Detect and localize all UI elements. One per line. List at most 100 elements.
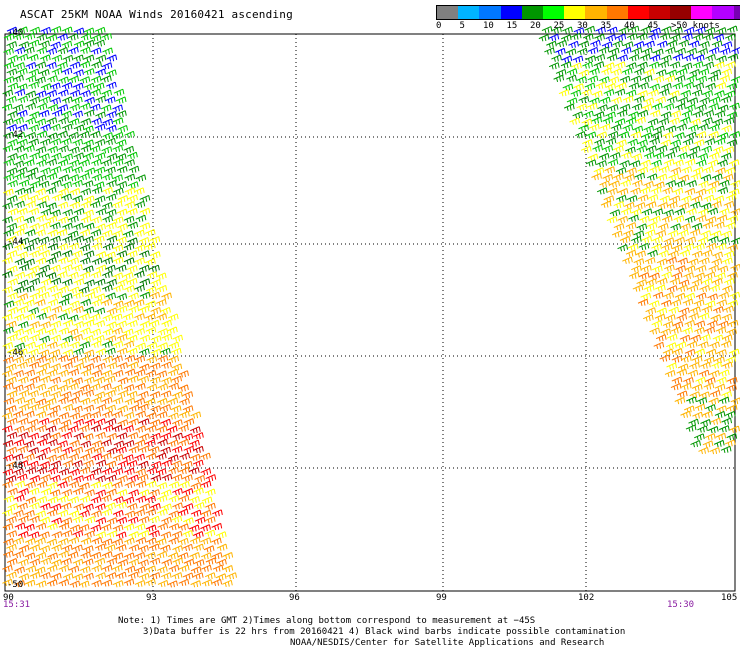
wind-barb [6, 543, 17, 552]
wind-barb [705, 404, 716, 412]
wind-barb [705, 186, 717, 194]
wind-barb [57, 159, 69, 167]
wind-barb [671, 326, 682, 334]
wind-barb [193, 432, 204, 440]
wind-barb [634, 172, 646, 180]
wind-barb [722, 285, 733, 293]
wind-barb [1, 412, 13, 420]
wind-barb [585, 159, 597, 167]
wind-barb [628, 25, 640, 33]
wind-barb [649, 137, 660, 145]
wind-barb [677, 96, 689, 105]
wind-barb [700, 202, 712, 210]
wind-barb [127, 375, 139, 383]
wind-barb [94, 307, 106, 315]
wind-barb [39, 390, 51, 398]
legend-swatch [542, 6, 565, 19]
wind-barb [134, 453, 145, 461]
wind-barb [660, 299, 672, 307]
wind-barb [587, 46, 599, 55]
wind-barb [61, 40, 73, 48]
wind-barb [89, 313, 101, 321]
wind-barb [29, 502, 40, 510]
wind-barb [618, 131, 630, 139]
wind-barb [700, 334, 711, 342]
wind-barb [145, 258, 156, 266]
wind-barb [84, 489, 95, 497]
wind-barb [102, 229, 113, 238]
wind-barb [568, 40, 579, 49]
wind-barb [695, 376, 706, 385]
wind-barb [51, 291, 63, 299]
wind-barb [653, 151, 665, 160]
wind-barb [126, 390, 138, 399]
wind-barb [61, 82, 73, 90]
wind-barb [115, 153, 127, 161]
wind-barb [172, 432, 183, 440]
wind-barb [95, 459, 107, 467]
wind-barb [79, 510, 90, 518]
wind-barb [591, 116, 603, 124]
wind-barb [716, 405, 727, 413]
wind-barb [6, 195, 18, 203]
wind-barb [62, 96, 73, 104]
wind-barb [13, 328, 25, 336]
wind-barb [652, 236, 663, 244]
wind-barb [135, 480, 147, 488]
wind-barb [80, 201, 92, 209]
wind-barb [666, 362, 678, 370]
wind-barb [643, 125, 655, 133]
wind-barb [50, 165, 62, 174]
wind-barb [25, 397, 36, 405]
wind-barb [106, 307, 118, 315]
wind-barb [95, 418, 106, 426]
wind-barb [29, 334, 41, 342]
wind-barb [45, 186, 57, 195]
wind-barb [149, 557, 161, 565]
wind-barb [14, 396, 26, 405]
wind-barb [716, 349, 727, 357]
wind-barb [62, 208, 74, 217]
wind-barb [713, 33, 725, 42]
wind-barb [701, 278, 713, 286]
wind-barb [2, 468, 14, 476]
wind-barb [726, 384, 737, 392]
wind-barb [28, 68, 40, 76]
wind-barb [216, 543, 228, 551]
wind-barb [681, 62, 693, 70]
wind-barb [116, 446, 127, 454]
wind-barb [58, 341, 69, 349]
wind-barb [641, 235, 653, 244]
wind-barb [102, 132, 114, 140]
wind-barb [146, 412, 157, 420]
wind-barb [13, 468, 24, 476]
wind-barb [58, 369, 69, 377]
wind-barb [102, 284, 113, 292]
wind-barb [46, 579, 58, 587]
wind-barb [126, 502, 138, 511]
wind-barb [25, 467, 37, 475]
wind-barb [719, 47, 731, 55]
wind-barb [35, 146, 47, 154]
wind-barb [102, 118, 114, 126]
wind-barb [135, 342, 147, 350]
wind-barb [714, 110, 726, 118]
wind-barb [24, 410, 35, 418]
wind-barb [680, 223, 691, 231]
wind-barb [660, 139, 672, 147]
wind-barb [182, 530, 194, 538]
wind-barb [200, 468, 212, 476]
wind-barb [631, 265, 642, 273]
wind-barb [72, 544, 83, 552]
wind-barb [609, 209, 621, 217]
wind-barb [625, 249, 637, 257]
wind-barb [556, 39, 568, 48]
wind-barb [80, 412, 92, 420]
wind-barb [94, 278, 106, 286]
wind-barb [18, 193, 30, 201]
wind-barb [6, 250, 18, 258]
wind-barb [23, 159, 35, 167]
wind-barb [707, 74, 719, 82]
wind-barb [94, 446, 105, 454]
wind-barb [594, 138, 605, 146]
